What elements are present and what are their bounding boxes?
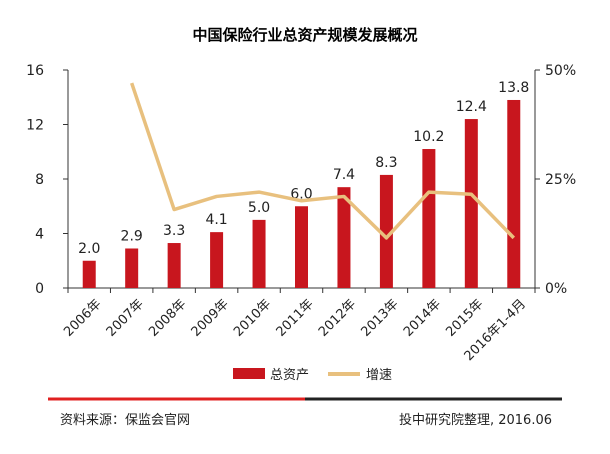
data-label-3: 3.3 xyxy=(163,223,185,239)
bar-1 xyxy=(82,260,96,288)
bar-5 xyxy=(252,219,266,288)
footer-credit: 投中研究院整理, 2016.06 xyxy=(399,412,552,428)
x-tick-label-1: 2006年 xyxy=(61,297,104,340)
x-tick-label-2: 2007年 xyxy=(104,297,147,340)
x-tick-label-3: 2008年 xyxy=(146,297,189,340)
bar-8 xyxy=(379,174,393,288)
data-label-5: 5.0 xyxy=(248,200,270,216)
data-label-1: 2.0 xyxy=(78,241,100,257)
x-tick-label-10: 2015年 xyxy=(443,297,486,340)
legend-label-assets: 总资产 xyxy=(270,368,309,383)
y-right-tick-label: 50% xyxy=(545,63,576,79)
data-label-8: 8.3 xyxy=(375,155,397,171)
bar-10 xyxy=(464,119,478,288)
bar-6 xyxy=(295,206,308,288)
x-tick-label-8: 2013年 xyxy=(358,297,401,340)
data-label-4: 4.1 xyxy=(205,212,227,228)
x-tick-label-9: 2014年 xyxy=(401,297,444,340)
footer-source: 资料来源：保监会官网 xyxy=(60,412,190,428)
data-label-10: 12.4 xyxy=(456,99,487,115)
bar-11 xyxy=(507,99,521,288)
bar-9 xyxy=(422,149,436,288)
data-label-9: 10.2 xyxy=(413,129,444,145)
y-left-tick-label: 8 xyxy=(35,172,44,188)
y-left-tick-label: 4 xyxy=(35,227,44,243)
legend-swatch-assets xyxy=(233,368,265,379)
chart-title: 中国保险行业总资产规模发展概况 xyxy=(192,26,417,44)
y-right-tick-label: 25% xyxy=(545,172,576,188)
bar-7 xyxy=(337,187,351,288)
data-label-2: 2.9 xyxy=(121,228,143,244)
footer: 资料来源：保监会官网 投中研究院整理, 2016.06 xyxy=(48,397,562,428)
data-label-7: 7.4 xyxy=(333,167,355,183)
legend-label-growth: 增速 xyxy=(366,368,392,383)
y-left-tick-label: 16 xyxy=(26,63,44,79)
x-tick-label-6: 2011年 xyxy=(274,297,317,340)
legend: 总资产 增速 xyxy=(233,368,392,383)
y-left-tick-label: 12 xyxy=(26,118,44,134)
bar-3 xyxy=(167,243,181,288)
bar-2 xyxy=(125,248,139,288)
y-right-tick-label: 0% xyxy=(545,281,567,297)
x-tick-label-7: 2012年 xyxy=(316,297,359,340)
x-tick-label-4: 2009年 xyxy=(189,297,232,340)
data-label-11: 13.8 xyxy=(498,80,529,96)
y-left-tick-label: 0 xyxy=(35,281,44,297)
bar-4 xyxy=(210,232,224,288)
growth-line xyxy=(130,82,516,240)
x-tick-label-5: 2010年 xyxy=(231,297,274,340)
